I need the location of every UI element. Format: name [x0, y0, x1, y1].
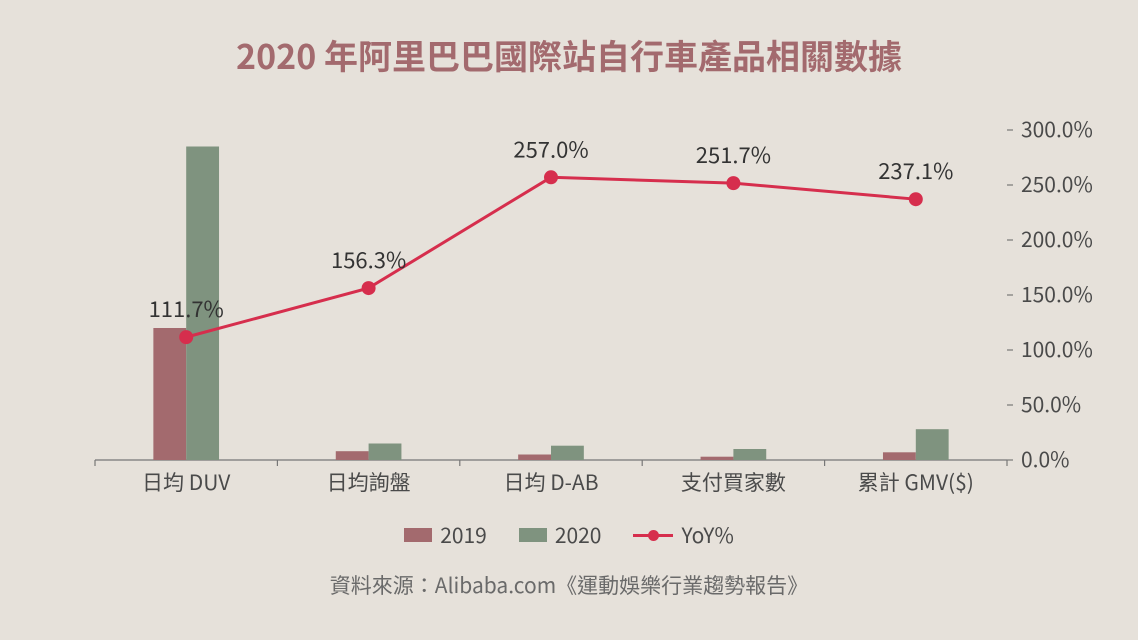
yoy-line: [186, 177, 916, 337]
bar-2019: [336, 451, 369, 460]
bar-2019: [701, 457, 734, 460]
bar-2019: [153, 328, 186, 460]
y2-axis-label: 150.0%: [1021, 279, 1093, 309]
x-axis-label: 累計 GMV($): [858, 467, 974, 497]
yoy-marker: [179, 330, 193, 344]
yoy-marker: [544, 170, 558, 184]
x-axis-label: 日均 DUV: [142, 467, 231, 497]
y2-axis-label: 300.0%: [1021, 114, 1093, 144]
y2-axis-label: 0.0%: [1021, 444, 1070, 474]
x-axis-label: 支付買家數: [681, 467, 786, 497]
yoy-data-label: 237.1%: [878, 154, 953, 186]
combo-chart: 日均 DUV 日均詢盤 日均 D-AB 支付買家數 累計 GMV($) 0.0% 50.0%…: [0, 0, 1138, 520]
legend-item-2020: 2020: [519, 520, 602, 550]
yoy-data-label: 251.7%: [696, 138, 771, 170]
legend-item-2019: 2019: [404, 520, 487, 550]
x-axis-label: 日均 D-AB: [503, 467, 598, 497]
yoy-marker: [726, 176, 740, 190]
legend-swatch: [404, 528, 432, 542]
chart-area: 日均 DUV 日均詢盤 日均 D-AB 支付買家數 累計 GMV($) 0.0% 50.0%…: [0, 0, 1138, 520]
y2-axis-label: 50.0%: [1021, 389, 1081, 419]
y2-axis-label: 100.0%: [1021, 334, 1093, 364]
legend-label: 2020: [555, 520, 602, 550]
legend: 2019 2020 YoY%: [0, 520, 1138, 550]
y2-axis-label: 250.0%: [1021, 169, 1093, 199]
x-axis-label: 日均詢盤: [327, 467, 411, 497]
yoy-data-label: 111.7%: [149, 292, 224, 324]
page: 2020 年阿里巴巴國際站自行車產品相關數據 日均 DUV日均詢盤日均 D-AB…: [0, 0, 1138, 640]
legend-label: YoY%: [681, 520, 733, 550]
y2-axis-label: 200.0%: [1021, 224, 1093, 254]
legend-label: 2019: [440, 520, 487, 550]
bar-2020: [733, 449, 766, 460]
bar-2019: [883, 452, 916, 460]
bar-2020: [369, 444, 402, 461]
yoy-data-label: 257.0%: [513, 132, 588, 164]
yoy-marker: [909, 192, 923, 206]
legend-line-marker: [633, 528, 673, 542]
bar-2020: [551, 446, 584, 460]
yoy-marker: [362, 281, 376, 295]
bar-2019: [518, 455, 551, 461]
bar-2020: [916, 429, 949, 460]
source-text: 資料來源：Alibaba.com《運動娛樂行業趨勢報告》: [0, 570, 1138, 600]
legend-swatch: [519, 528, 547, 542]
legend-item-yoy: YoY%: [633, 520, 733, 550]
yoy-data-label: 156.3%: [331, 243, 406, 275]
